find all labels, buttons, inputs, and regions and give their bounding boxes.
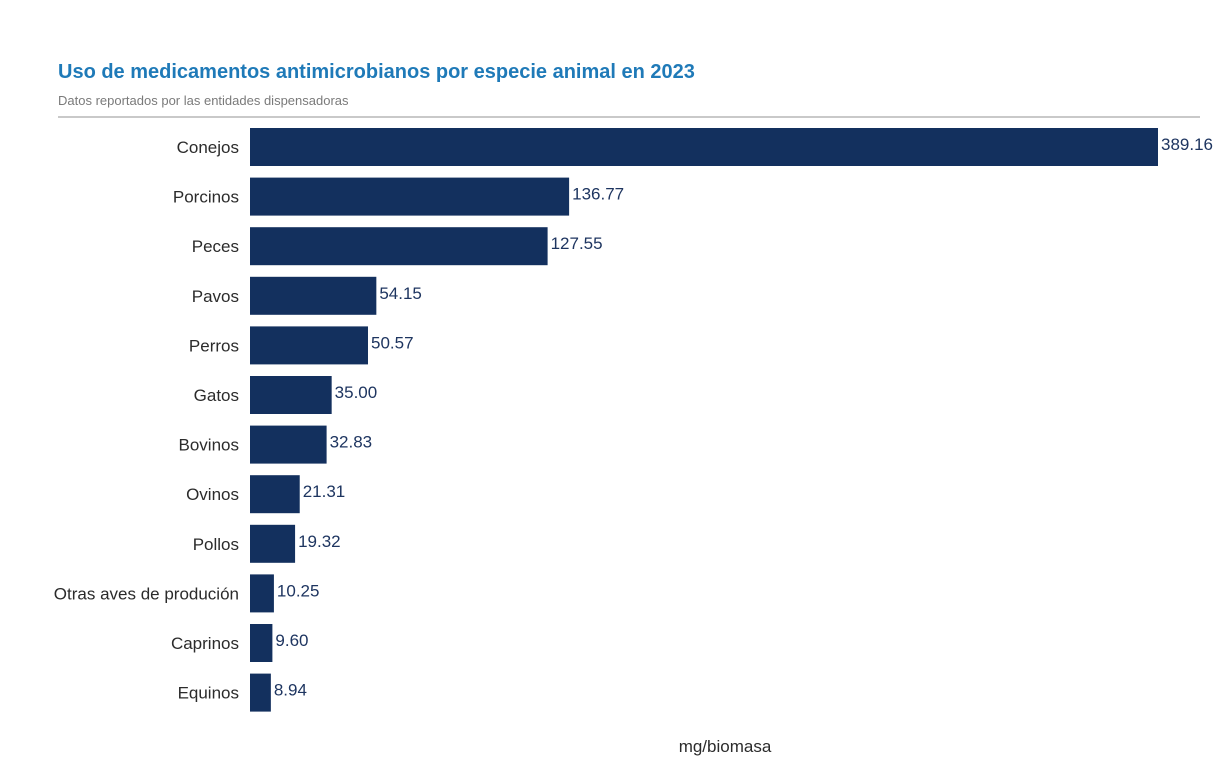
category-label: Bovinos: [179, 436, 239, 455]
value-label: 389.16: [1161, 135, 1213, 154]
bar: [250, 227, 548, 266]
value-label: 32.83: [330, 433, 373, 452]
category-label: Pollos: [193, 535, 239, 554]
bar: [250, 276, 377, 315]
bar: [250, 624, 273, 662]
category-label: Gatos: [194, 386, 239, 405]
bar: [250, 524, 296, 563]
chart-subtitle: Datos reportados por las entidades dispe…: [58, 93, 349, 108]
category-label: Otras aves de produción: [54, 584, 239, 603]
value-label: 35.00: [335, 383, 378, 402]
chart-title: Uso de medicamentos antimicrobianos por …: [58, 61, 695, 83]
value-label: 136.77: [572, 185, 624, 204]
value-label: 9.60: [275, 631, 308, 650]
category-label: Perros: [189, 336, 239, 355]
bar: [250, 326, 368, 365]
bar: [250, 128, 1158, 166]
value-label: 19.32: [298, 532, 341, 551]
category-label: Equinos: [178, 684, 239, 703]
bar: [250, 673, 271, 712]
bar: [250, 574, 274, 613]
category-label: Caprinos: [171, 634, 239, 653]
bars-layer: Conejos 389.16 Porcinos 136.77 Peces 127.55 Pa…: [54, 128, 1213, 712]
value-label: 54.15: [379, 284, 422, 303]
value-label: 8.94: [274, 681, 307, 700]
value-label: 10.25: [277, 581, 320, 600]
x-axis-label: mg/biomasa: [679, 737, 772, 756]
value-label: 50.57: [371, 333, 414, 352]
category-label: Ovinos: [186, 485, 239, 504]
value-label: 127.55: [551, 234, 603, 253]
bar: [250, 425, 327, 464]
value-label: 21.31: [303, 482, 346, 501]
bar: [250, 475, 300, 514]
title-divider: [58, 116, 1200, 118]
category-label: Conejos: [177, 138, 239, 157]
category-label: Pavos: [192, 287, 239, 306]
category-label: Porcinos: [173, 188, 239, 207]
category-label: Peces: [192, 237, 239, 256]
bar: [250, 376, 332, 414]
bar: [250, 177, 570, 216]
